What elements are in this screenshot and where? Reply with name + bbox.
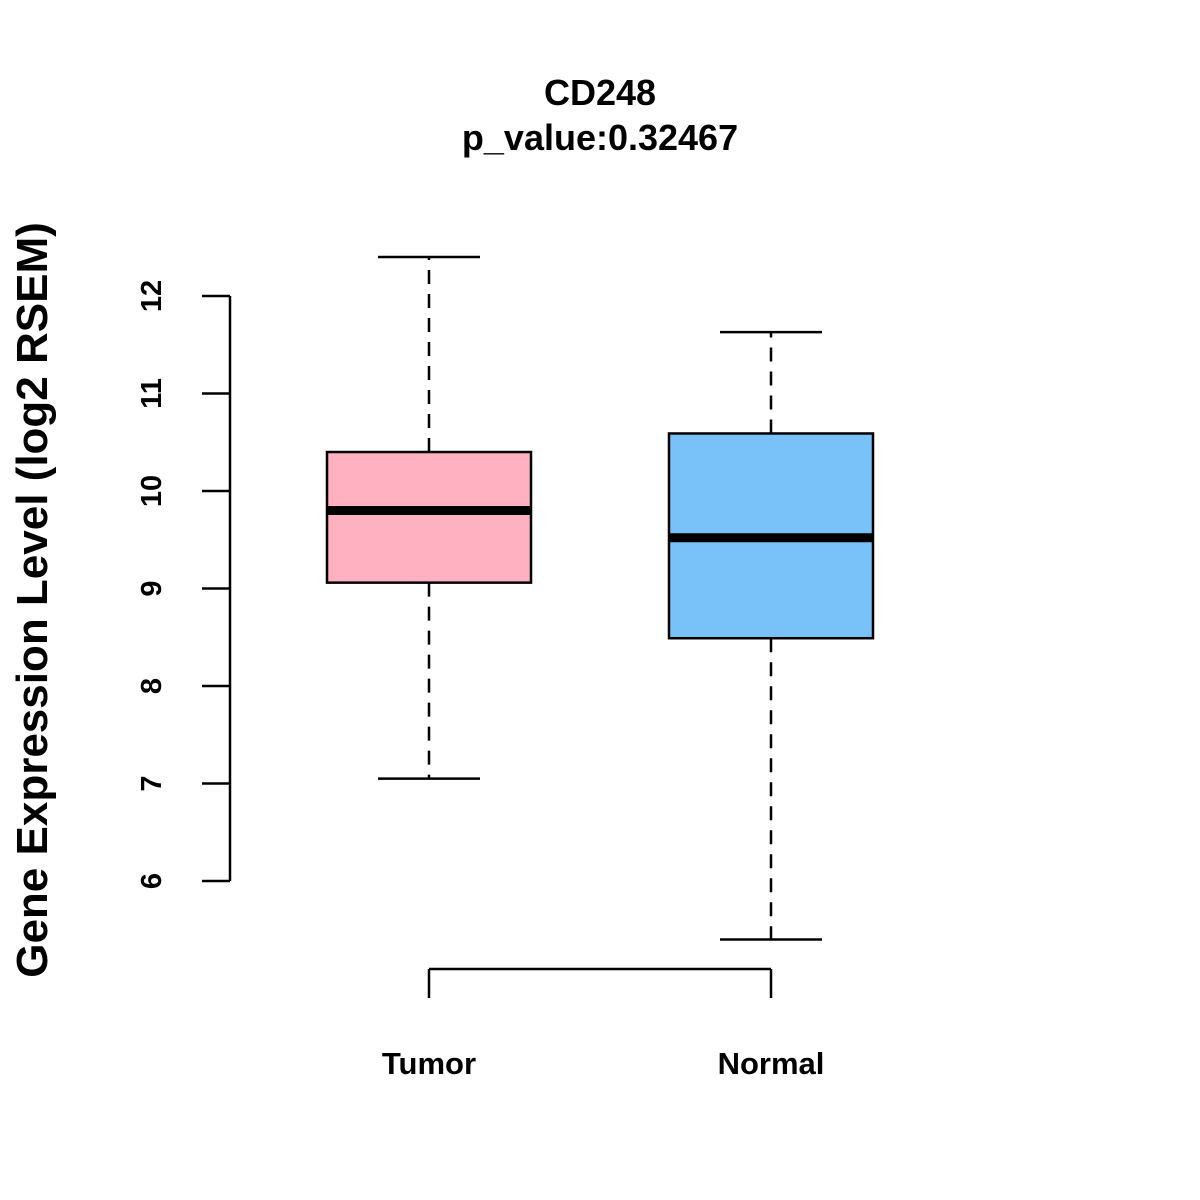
boxes-group [325,255,875,941]
y-axis: 6 7 8 9 10 11 12 [136,280,232,889]
chart-subtitle: p_value:0.32467 [462,117,738,158]
x-tick-label-normal: Normal [718,1046,825,1081]
y-axis-label: Gene Expression Level (log2 RSEM) [8,222,57,978]
y-tick-label: 10 [136,475,168,507]
y-tick-label: 12 [136,280,168,312]
y-tick-label: 7 [136,775,168,791]
x-tick-label-tumor: Tumor [382,1046,476,1081]
chart-title: CD248 [544,72,656,113]
iqr-box [325,450,533,584]
box-tumor [325,255,533,780]
y-tick-label: 6 [136,873,168,889]
x-axis: Tumor Normal [382,967,825,1081]
y-tick-label: 8 [136,678,168,694]
y-tick-label: 9 [136,580,168,596]
box-normal [667,330,875,941]
y-tick-label: 11 [136,378,168,409]
